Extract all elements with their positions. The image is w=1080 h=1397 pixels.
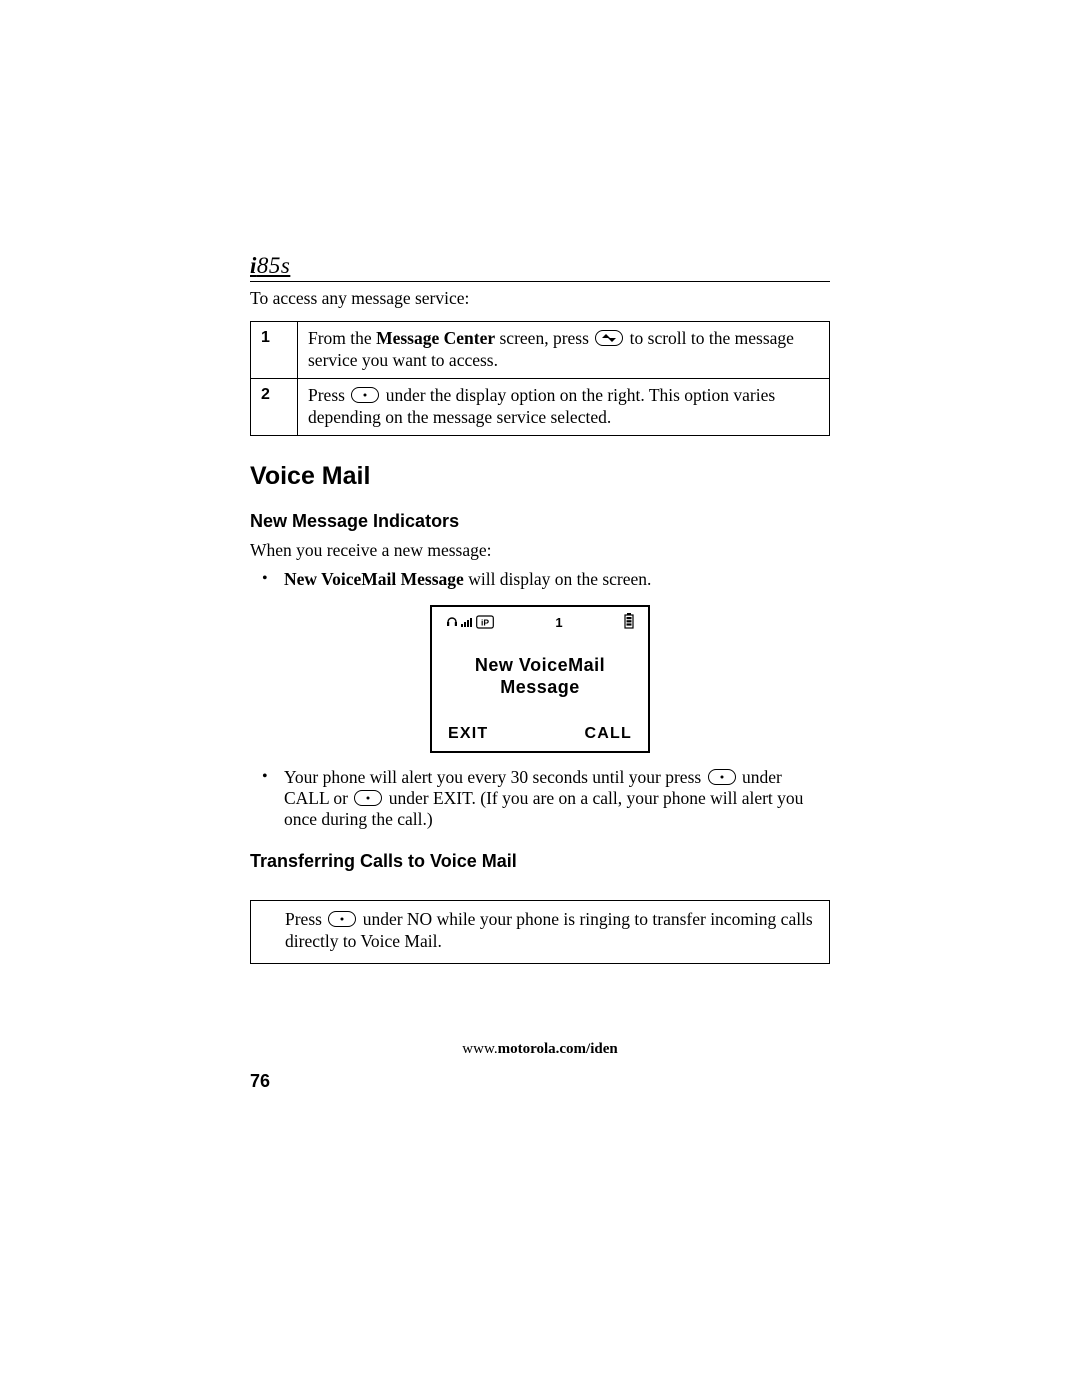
softkey-left: EXIT [448,725,488,743]
status-left-icons: iP [446,615,494,629]
svg-text:iP: iP [481,618,489,628]
page-content: i85s To access any message service: 1 Fr… [250,253,830,964]
subsection-heading-transfer: Transferring Calls to Voice Mail [250,851,830,872]
bullet-list: New VoiceMail Message will display on th… [250,569,830,590]
signal-icon [460,615,474,629]
phone-message: New VoiceMail Message [432,636,648,721]
step-number: 2 [251,378,298,435]
scroll-key-icon [595,330,623,346]
intro-text: To access any message service: [250,288,830,309]
status-center: 1 [555,615,562,630]
phone-screen-illustration: iP 1 New VoiceMail Message EXIT CALL [430,605,650,753]
model-prefix: i [250,253,257,278]
ip-badge-icon: iP [476,615,494,629]
step-number: 1 [251,322,298,379]
subsection-heading-indicators: New Message Indicators [250,511,830,532]
bullet-list: Your phone will alert you every 30 secon… [250,767,830,831]
softkey-icon [351,387,379,403]
softkey-icon [328,911,356,927]
phone-status-bar: iP 1 [432,607,648,636]
softkey-right: CALL [585,725,632,743]
table-row: Press under NO while your phone is ringi… [251,900,830,963]
battery-icon [624,613,634,632]
footer-url: www.motorola.com/iden [250,1041,830,1058]
transfer-text: Press under NO while your phone is ringi… [251,900,830,963]
model-number: 85s [257,253,290,278]
step-text: Press under the display option on the ri… [298,378,830,435]
page-number: 76 [250,1071,270,1092]
section-heading-voicemail: Voice Mail [250,462,830,491]
step-text: From the Message Center screen, press to… [298,322,830,379]
softkey-icon [708,769,736,785]
headset-icon [446,615,458,629]
when-receive-text: When you receive a new message: [250,540,830,562]
table-row: 1 From the Message Center screen, press … [251,322,830,379]
table-row: 2 Press under the display option on the … [251,378,830,435]
header-rule [250,281,830,282]
steps-table: 1 From the Message Center screen, press … [250,321,830,436]
list-item: Your phone will alert you every 30 secon… [250,767,830,831]
transfer-box: Press under NO while your phone is ringi… [250,900,830,964]
phone-softkeys: EXIT CALL [432,721,648,751]
list-item: New VoiceMail Message will display on th… [250,569,830,590]
softkey-icon [354,790,382,806]
header-model: i85s [250,253,830,279]
